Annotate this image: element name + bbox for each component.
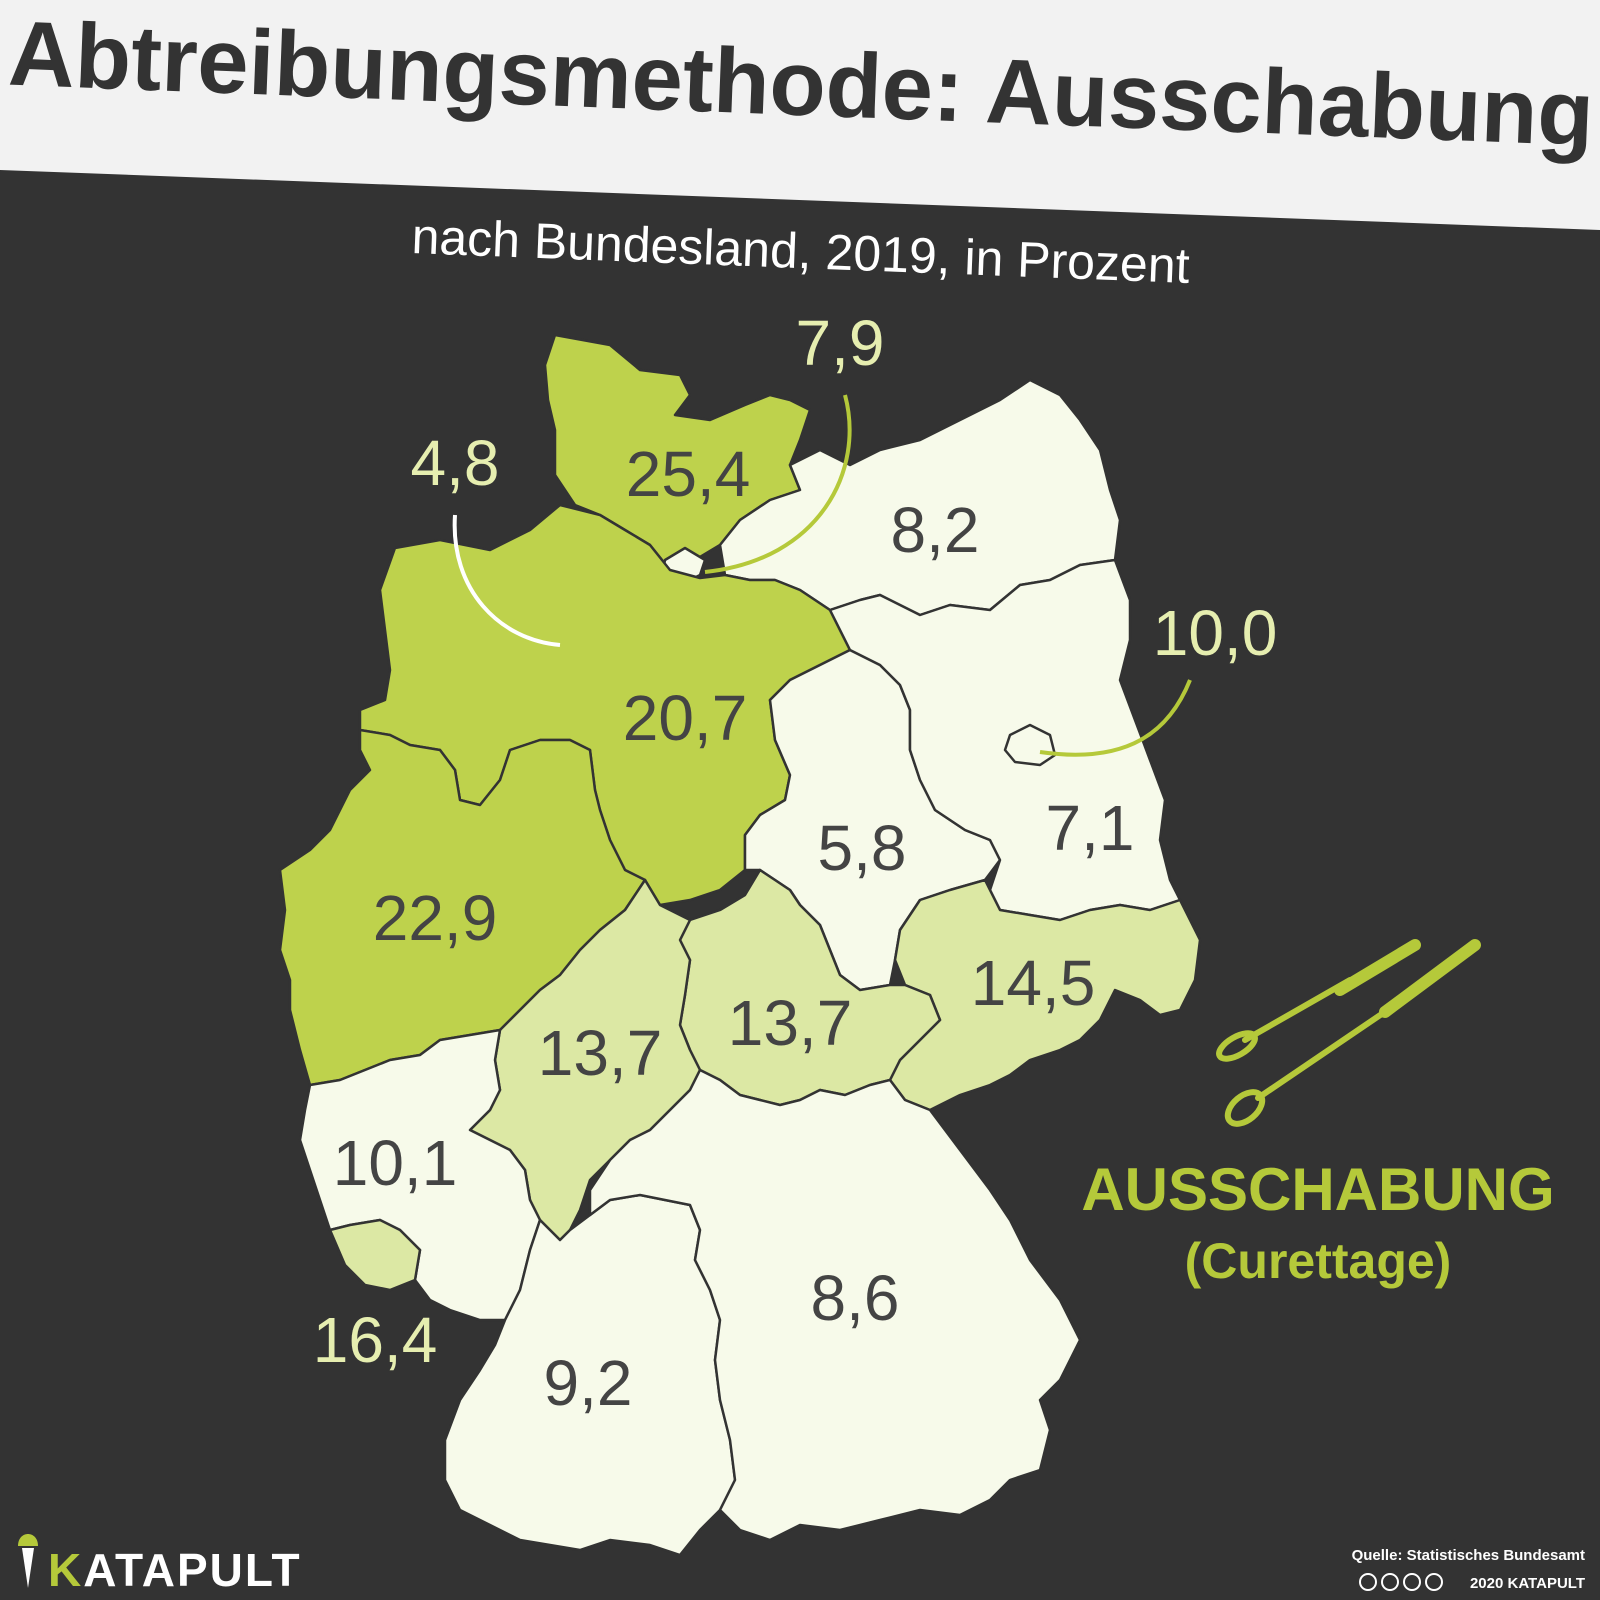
copyright-line: 2020 KATAPULT — [1470, 1575, 1585, 1592]
value-niedersachsen: 20,7 — [623, 682, 748, 754]
value-bayern: 8,6 — [811, 1262, 900, 1334]
callout-line-hamburg — [704, 394, 852, 574]
value-rheinland-pfalz: 10,1 — [333, 1127, 458, 1199]
value-sachsen: 14,5 — [971, 947, 1096, 1019]
title-band — [0, 0, 1600, 230]
germany-map — [278, 333, 1202, 1557]
value-bremen: 4,8 — [411, 427, 500, 499]
value-sachsen-anhalt: 5,8 — [818, 812, 907, 884]
state-berlin — [1003, 723, 1057, 767]
callout-line-berlin — [1039, 679, 1192, 757]
value-baden-wuerttemberg: 9,2 — [544, 1347, 633, 1419]
value-nordrhein-westfalen: 22,9 — [373, 882, 498, 954]
value-berlin: 10,0 — [1153, 597, 1278, 669]
value-brandenburg: 7,1 — [1046, 792, 1135, 864]
value-schleswig-holstein: 25,4 — [626, 438, 751, 510]
value-hamburg: 7,9 — [796, 307, 885, 379]
brand-name: KATAPULT — [48, 1544, 302, 1596]
value-saarland: 16,4 — [313, 1304, 438, 1376]
curette-icon — [1216, 939, 1481, 1127]
value-mecklenburg-vorpommern: 8,2 — [891, 494, 980, 566]
state-bayern — [588, 1068, 1082, 1542]
brand-initial: K — [48, 1544, 83, 1596]
subtitle: nach Bundesland, 2019, in Prozent — [411, 208, 1191, 294]
brand-rest: ATAPULT — [83, 1544, 301, 1596]
state-values: 25,4 8,2 20,7 5,8 7,1 22,9 14,5 13,7 13,… — [313, 307, 1278, 1419]
legend-title: AUSSCHABUNG — [1081, 1156, 1554, 1223]
source-line: Quelle: Statistisches Bundesamt — [1352, 1547, 1585, 1564]
callout-line-bremen — [452, 514, 561, 647]
value-hessen: 13,7 — [538, 1017, 663, 1089]
state-saarland — [328, 1218, 422, 1292]
katapult-logo-icon — [18, 1534, 38, 1588]
legend-subtitle: (Curettage) — [1185, 1233, 1452, 1289]
value-thueringen: 13,7 — [728, 987, 853, 1059]
cc-by-nc-nd-icons — [1359, 1573, 1443, 1591]
